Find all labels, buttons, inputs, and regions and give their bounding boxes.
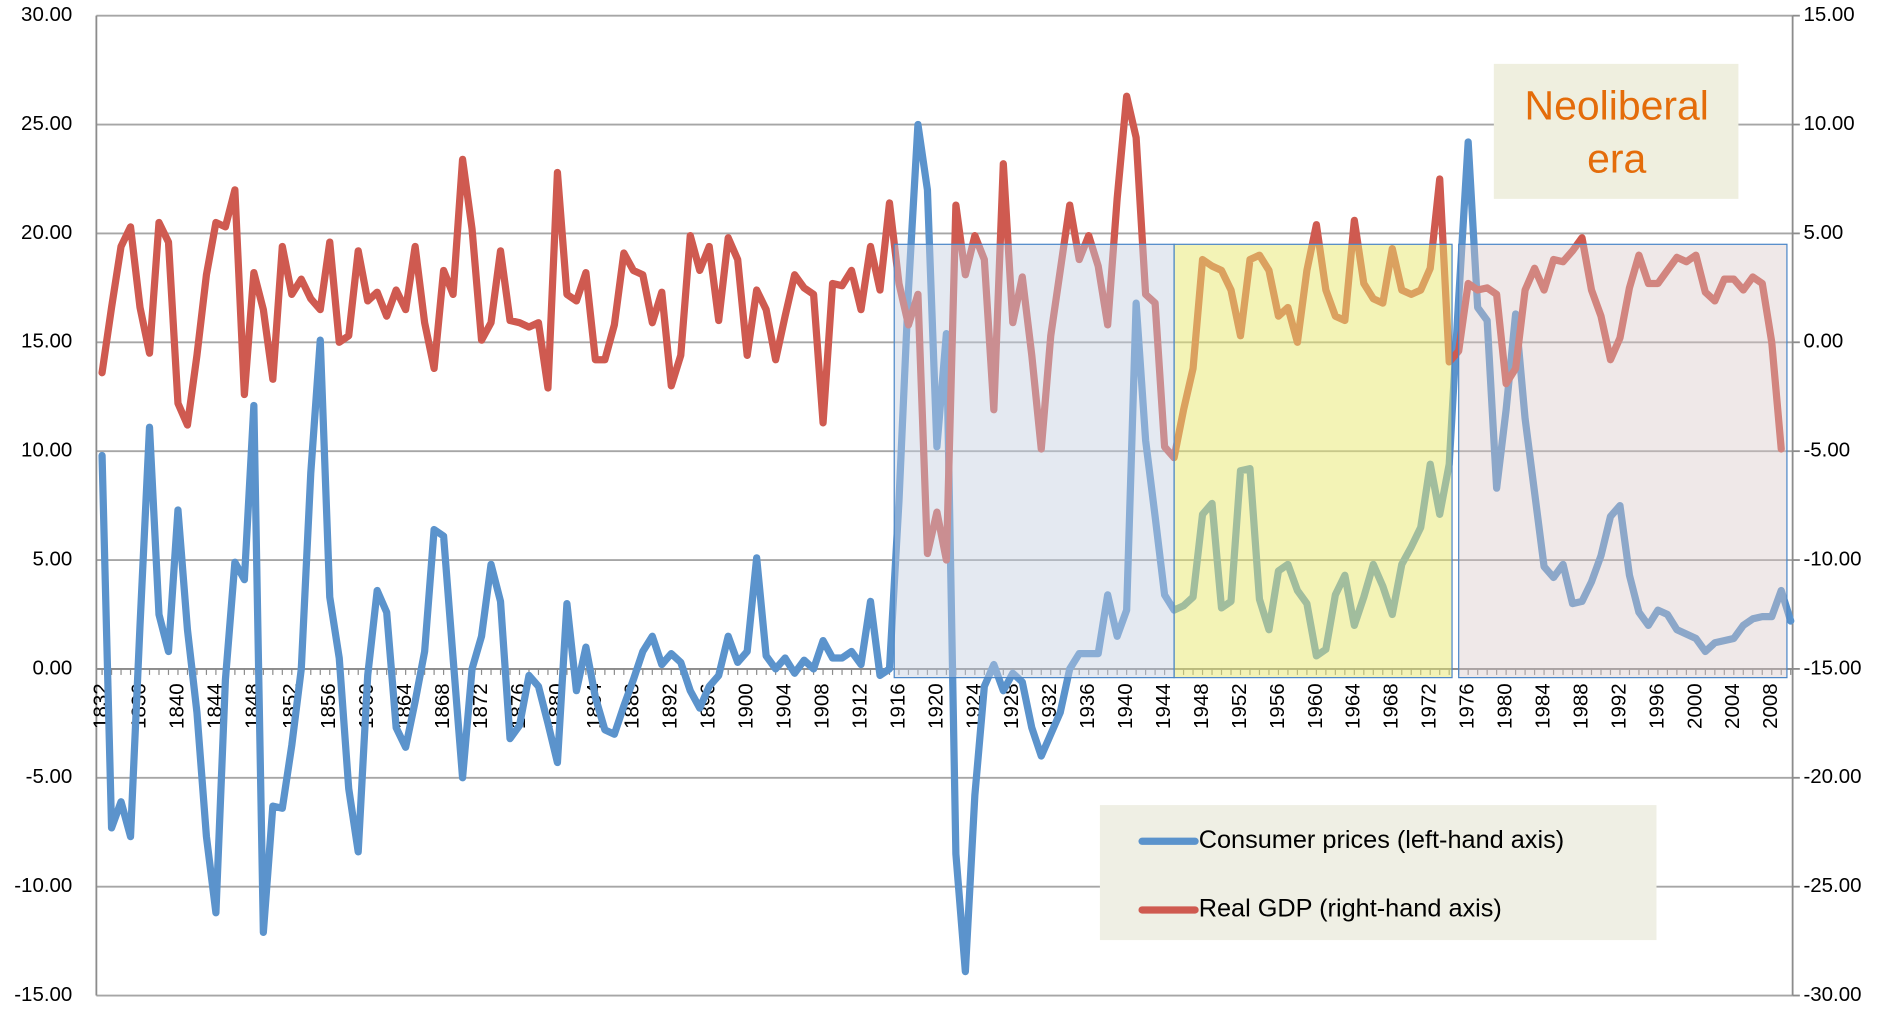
x-tick-label: 1936 [1076,683,1099,729]
x-tick-label: 2000 [1683,683,1706,729]
x-tick-label: 2004 [1721,683,1744,729]
y-tick-label: 30.00 [21,3,72,26]
y-tick-label: 10.00 [21,439,72,462]
x-tick-label: 1920 [924,683,947,729]
x-tick-label: 1872 [469,683,492,729]
x-tick-label: 1968 [1380,683,1403,729]
y-tick-label: 5.00 [32,547,72,570]
annotation-box [1493,63,1739,199]
y-tick-label: 25.00 [21,112,72,135]
x-tick-label: 1980 [1494,683,1517,729]
y2-tick-label: -10.00 [1803,547,1861,570]
x-tick-label: 1856 [317,683,340,729]
x-tick-label: 1992 [1607,683,1630,729]
y2-tick-label: 5.00 [1803,221,1843,244]
x-tick-label: 1840 [165,683,188,729]
x-tick-label: 1988 [1569,683,1592,729]
x-tick-label: 1996 [1645,683,1668,729]
y2-tick-label: -30.00 [1803,983,1861,1006]
y2-tick-label: -5.00 [1803,439,1850,462]
legend-label: Consumer prices (left-hand axis) [1199,826,1564,854]
shaded-period [893,243,1175,679]
x-tick-label: 1984 [1531,683,1554,729]
x-tick-label: 1916 [886,683,909,729]
x-tick-label: 1928 [1000,683,1023,729]
annotation: Neoliberal [1525,82,1709,128]
x-tick-label: 1892 [659,683,682,729]
x-tick-label: 1952 [1228,683,1251,729]
shaded-period [1173,243,1453,679]
x-tick-label: 1868 [431,683,454,729]
x-tick-label: 1948 [1190,683,1213,729]
y2-tick-label: -20.00 [1803,765,1861,788]
x-tick-label: 1944 [1152,683,1175,729]
y2-tick-label: -25.00 [1803,874,1861,897]
series-line [98,92,1785,564]
x-tick-label: 1940 [1114,683,1137,729]
x-tick-label: 1908 [810,683,833,729]
y2-tick-label: 10.00 [1803,112,1854,135]
x-tick-label: 2008 [1759,683,1782,729]
x-tick-label: 1976 [1456,683,1479,729]
y-tick-label: 0.00 [32,656,72,679]
x-tick-label: 1904 [773,683,796,729]
legend-box [1099,805,1657,941]
shaded-period [1458,243,1788,679]
y2-tick-label: 0.00 [1803,330,1843,353]
x-tick-label: 1972 [1418,683,1441,729]
y-tick-label: -5.00 [26,765,73,788]
x-tick-label: 1912 [848,683,871,729]
legend-label: Real GDP (right-hand axis) [1199,895,1502,923]
y-tick-label: -15.00 [14,983,72,1006]
y2-tick-label: -15.00 [1803,656,1861,679]
y-tick-label: 15.00 [21,330,72,353]
annotation: era [1587,135,1646,181]
x-tick-label: 1964 [1342,683,1365,729]
y2-tick-label: 15.00 [1803,3,1854,26]
y-tick-label: 20.00 [21,221,72,244]
y-tick-label: -10.00 [14,874,72,897]
x-tick-label: 1960 [1304,683,1327,729]
x-tick-label: 1956 [1266,683,1289,729]
x-tick-label: 1900 [735,683,758,729]
